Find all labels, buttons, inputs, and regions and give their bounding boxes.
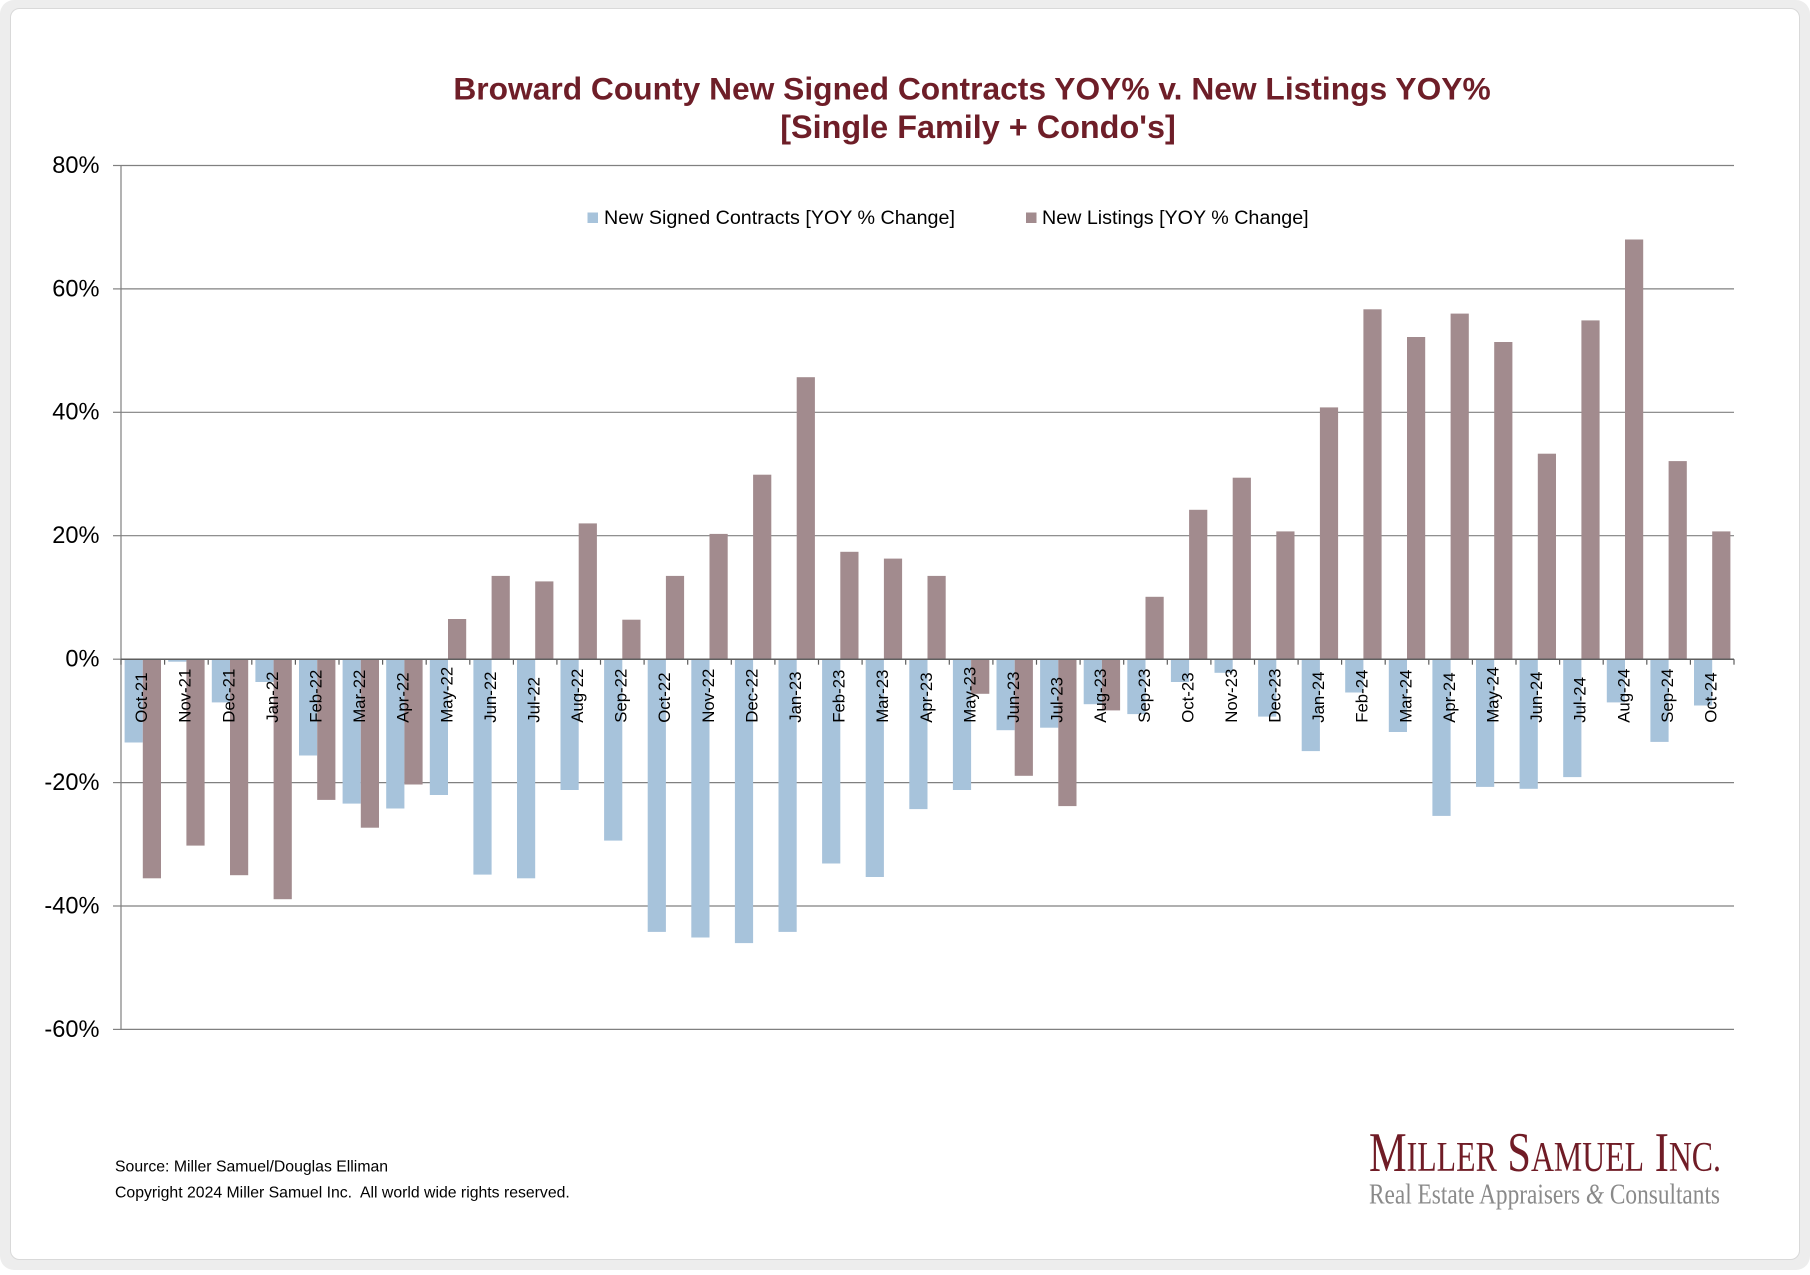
svg-text:Nov-23: Nov-23 bbox=[1222, 669, 1241, 723]
svg-text:Mar-23: Mar-23 bbox=[873, 670, 892, 723]
svg-text:Jul-24: Jul-24 bbox=[1571, 677, 1590, 723]
svg-text:Apr-22: Apr-22 bbox=[394, 672, 413, 722]
svg-text:Mar-24: Mar-24 bbox=[1396, 670, 1415, 723]
svg-text:Jul-23: Jul-23 bbox=[1048, 677, 1067, 723]
svg-text:40%: 40% bbox=[52, 400, 99, 426]
svg-text:Jun-22: Jun-22 bbox=[481, 671, 500, 722]
svg-text:New Listings [YOY % Change]: New Listings [YOY % Change] bbox=[1042, 207, 1309, 229]
svg-text:-40%: -40% bbox=[44, 893, 99, 919]
svg-text:[Single Family + Condo's]: [Single Family + Condo's] bbox=[780, 109, 1176, 145]
svg-text:Jan-24: Jan-24 bbox=[1309, 671, 1328, 722]
svg-text:New Signed Contracts [YOY % Ch: New Signed Contracts [YOY % Change] bbox=[604, 207, 955, 229]
svg-text:Jul-22: Jul-22 bbox=[524, 677, 543, 723]
svg-text:Aug-24: Aug-24 bbox=[1614, 669, 1633, 723]
svg-text:Sep-22: Sep-22 bbox=[612, 669, 631, 723]
svg-text:Apr-24: Apr-24 bbox=[1440, 672, 1459, 722]
svg-text:Dec-21: Dec-21 bbox=[219, 669, 238, 723]
svg-text:0%: 0% bbox=[65, 647, 99, 673]
svg-text:Mar-22: Mar-22 bbox=[350, 670, 369, 723]
svg-text:Oct-22: Oct-22 bbox=[655, 672, 674, 722]
svg-text:Sep-23: Sep-23 bbox=[1135, 669, 1154, 723]
svg-text:Feb-23: Feb-23 bbox=[830, 670, 849, 723]
svg-text:Jan-22: Jan-22 bbox=[263, 671, 282, 722]
svg-text:Jun-23: Jun-23 bbox=[1004, 671, 1023, 722]
svg-text:Aug-22: Aug-22 bbox=[568, 669, 587, 723]
svg-text:Broward County New Signed Cont: Broward County New Signed Contracts YOY%… bbox=[453, 71, 1490, 107]
svg-text:Aug-23: Aug-23 bbox=[1091, 669, 1110, 723]
svg-text:May-24: May-24 bbox=[1484, 667, 1503, 723]
svg-text:Oct-24: Oct-24 bbox=[1702, 672, 1721, 722]
svg-text:Nov-22: Nov-22 bbox=[699, 669, 718, 723]
svg-text:Feb-22: Feb-22 bbox=[307, 670, 326, 723]
svg-text:May-22: May-22 bbox=[437, 667, 456, 723]
svg-text:Oct-23: Oct-23 bbox=[1178, 672, 1197, 722]
svg-text:60%: 60% bbox=[52, 276, 99, 302]
svg-text:Jun-24: Jun-24 bbox=[1527, 671, 1546, 722]
svg-text:Feb-24: Feb-24 bbox=[1353, 670, 1372, 723]
svg-text:Sep-24: Sep-24 bbox=[1658, 669, 1677, 723]
svg-text:80%: 80% bbox=[52, 153, 99, 179]
svg-text:-20%: -20% bbox=[44, 770, 99, 796]
svg-text:20%: 20% bbox=[52, 523, 99, 549]
svg-text:Source: Miller Samuel/Douglas: Source: Miller Samuel/Douglas Elliman bbox=[115, 1159, 388, 1176]
svg-text:Real Estate Appraisers & Consu: Real Estate Appraisers & Consultants bbox=[1369, 1179, 1720, 1211]
svg-text:Dec-22: Dec-22 bbox=[742, 669, 761, 723]
svg-text:Oct-21: Oct-21 bbox=[132, 672, 151, 722]
svg-text:Dec-23: Dec-23 bbox=[1266, 669, 1285, 723]
svg-text:Apr-23: Apr-23 bbox=[917, 672, 936, 722]
svg-text:May-23: May-23 bbox=[960, 667, 979, 723]
svg-text:Copyright 2024 Miller Samuel I: Copyright 2024 Miller Samuel Inc. All wo… bbox=[115, 1185, 570, 1202]
svg-text:Nov-21: Nov-21 bbox=[176, 669, 195, 723]
svg-text:Jan-23: Jan-23 bbox=[786, 671, 805, 722]
svg-text:-60%: -60% bbox=[44, 1017, 99, 1043]
